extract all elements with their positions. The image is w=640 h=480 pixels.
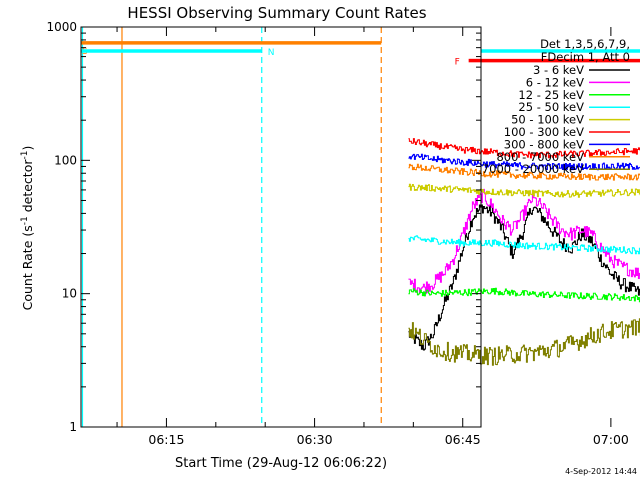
series-line	[408, 318, 640, 366]
flag-label: N	[268, 48, 275, 58]
y-axis-label-part: )	[20, 146, 35, 151]
footer-date: 4-Sep-2012 14:44	[565, 467, 637, 476]
legend-entry-label: 100 - 300 keV	[504, 125, 584, 139]
chart-title: HESSI Observing Summary Count Rates	[127, 4, 426, 22]
y-tick-label: 1000	[46, 20, 77, 34]
series-line	[408, 235, 640, 255]
plot-frame	[80, 26, 482, 428]
y-axis-label: Count Rate (s-1 detector-1)	[20, 146, 35, 311]
series-line	[408, 204, 640, 351]
legend-entry-label: 300 - 800 keV	[504, 137, 584, 151]
x-axis-label: Start Time (29-Aug-12 06:06:22)	[175, 456, 387, 471]
series-line	[408, 153, 640, 171]
legend-header-line: Det 1,3,5,6,7,9,	[540, 37, 630, 51]
y-axis-label-part: Count Rate (s	[20, 225, 35, 310]
y-tick-label: 1	[69, 420, 77, 434]
series-line	[408, 188, 640, 295]
series-line	[408, 163, 640, 181]
y-axis-label-superscript: -1	[20, 216, 30, 225]
legend-entry-label: 3 - 6 keV	[533, 63, 584, 77]
series-line	[408, 183, 640, 198]
series-line	[408, 138, 640, 159]
legend-entry-label: 800 - 7000 keV	[496, 150, 584, 164]
y-axis-label-part: detector	[20, 159, 35, 217]
legend-entry-label: 12 - 25 keV	[518, 88, 584, 102]
x-tick-label: 06:45	[445, 432, 481, 447]
legend-entry-label: 50 - 100 keV	[511, 113, 584, 127]
flag-label: F	[455, 58, 460, 68]
x-tick-label: 07:00	[593, 432, 629, 447]
legend: Det 1,3,5,6,7,9, FDecim 1, Att 0 3 - 6 k…	[482, 37, 630, 176]
x-tick-label: 06:30	[297, 432, 333, 447]
legend-header-line: FDecim 1, Att 0	[541, 50, 630, 64]
y-tick-label: 10	[62, 287, 77, 301]
x-tick-label: 06:15	[148, 432, 184, 447]
legend-entry-label: 25 - 50 keV	[518, 100, 584, 114]
y-axis-label-superscript: -1	[20, 151, 30, 160]
legend-entry-label: 7000 - 20000 keV	[482, 162, 584, 176]
series-line	[408, 287, 640, 303]
y-tick-label: 100	[54, 153, 77, 167]
plot-overlays: SNF	[81, 27, 640, 427]
legend-entry-label: 6 - 12 keV	[526, 75, 584, 89]
series-layer	[408, 138, 640, 366]
axes-layer: 110100100006:1506:3006:4507:0007:1507:30…	[46, 20, 629, 447]
